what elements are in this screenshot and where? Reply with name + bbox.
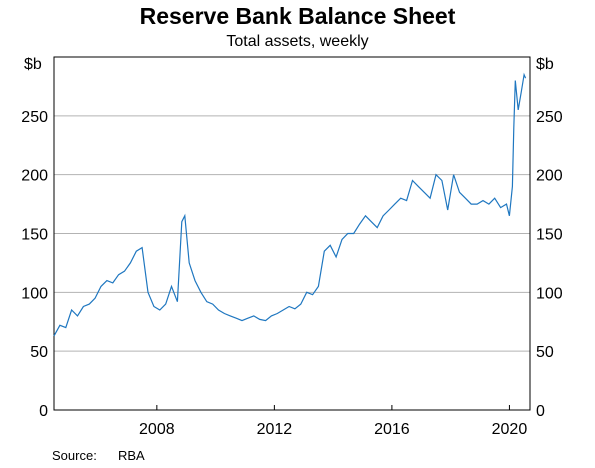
y-tick-label-right-100: 100 [536, 285, 563, 302]
y-tick-label-left-200: 200 [21, 168, 48, 185]
chart-title: Reserve Bank Balance Sheet [139, 3, 456, 29]
gridlines [54, 115, 530, 352]
y-tick-label-right-50: 50 [536, 344, 554, 361]
chart-subtitle: Total assets, weekly [226, 33, 369, 50]
y-tick-label-right-0: 0 [536, 403, 545, 420]
y-tick-label-left-250: 250 [21, 109, 48, 126]
plot-frame [53, 56, 531, 411]
y-tick-label-right-150: 150 [536, 227, 563, 244]
x-tick-label-2008: 2008 [139, 421, 175, 438]
y-tick-label-left-0: 0 [39, 403, 48, 420]
y-axis-unit-left: $b [24, 56, 42, 73]
y-tick-label-right-250: 250 [536, 109, 563, 126]
y-tick-label-left-150: 150 [21, 227, 48, 244]
y-axis-unit-right: $b [536, 56, 554, 73]
y-tick-label-right-200: 200 [536, 168, 563, 185]
axis-ticks: 0 0 50 50 100 100 150 150 200 200 250 250 2008 2012 20… [21, 109, 563, 438]
source-label: Source: [52, 448, 97, 463]
series-line-total-assets [53, 72, 527, 337]
x-tick-label-2020: 2020 [492, 421, 528, 438]
x-tick-label-2016: 2016 [374, 421, 410, 438]
x-tick-label-2012: 2012 [257, 421, 293, 438]
source-value: RBA [118, 448, 145, 463]
y-tick-label-left-100: 100 [21, 285, 48, 302]
y-tick-label-left-50: 50 [30, 344, 48, 361]
